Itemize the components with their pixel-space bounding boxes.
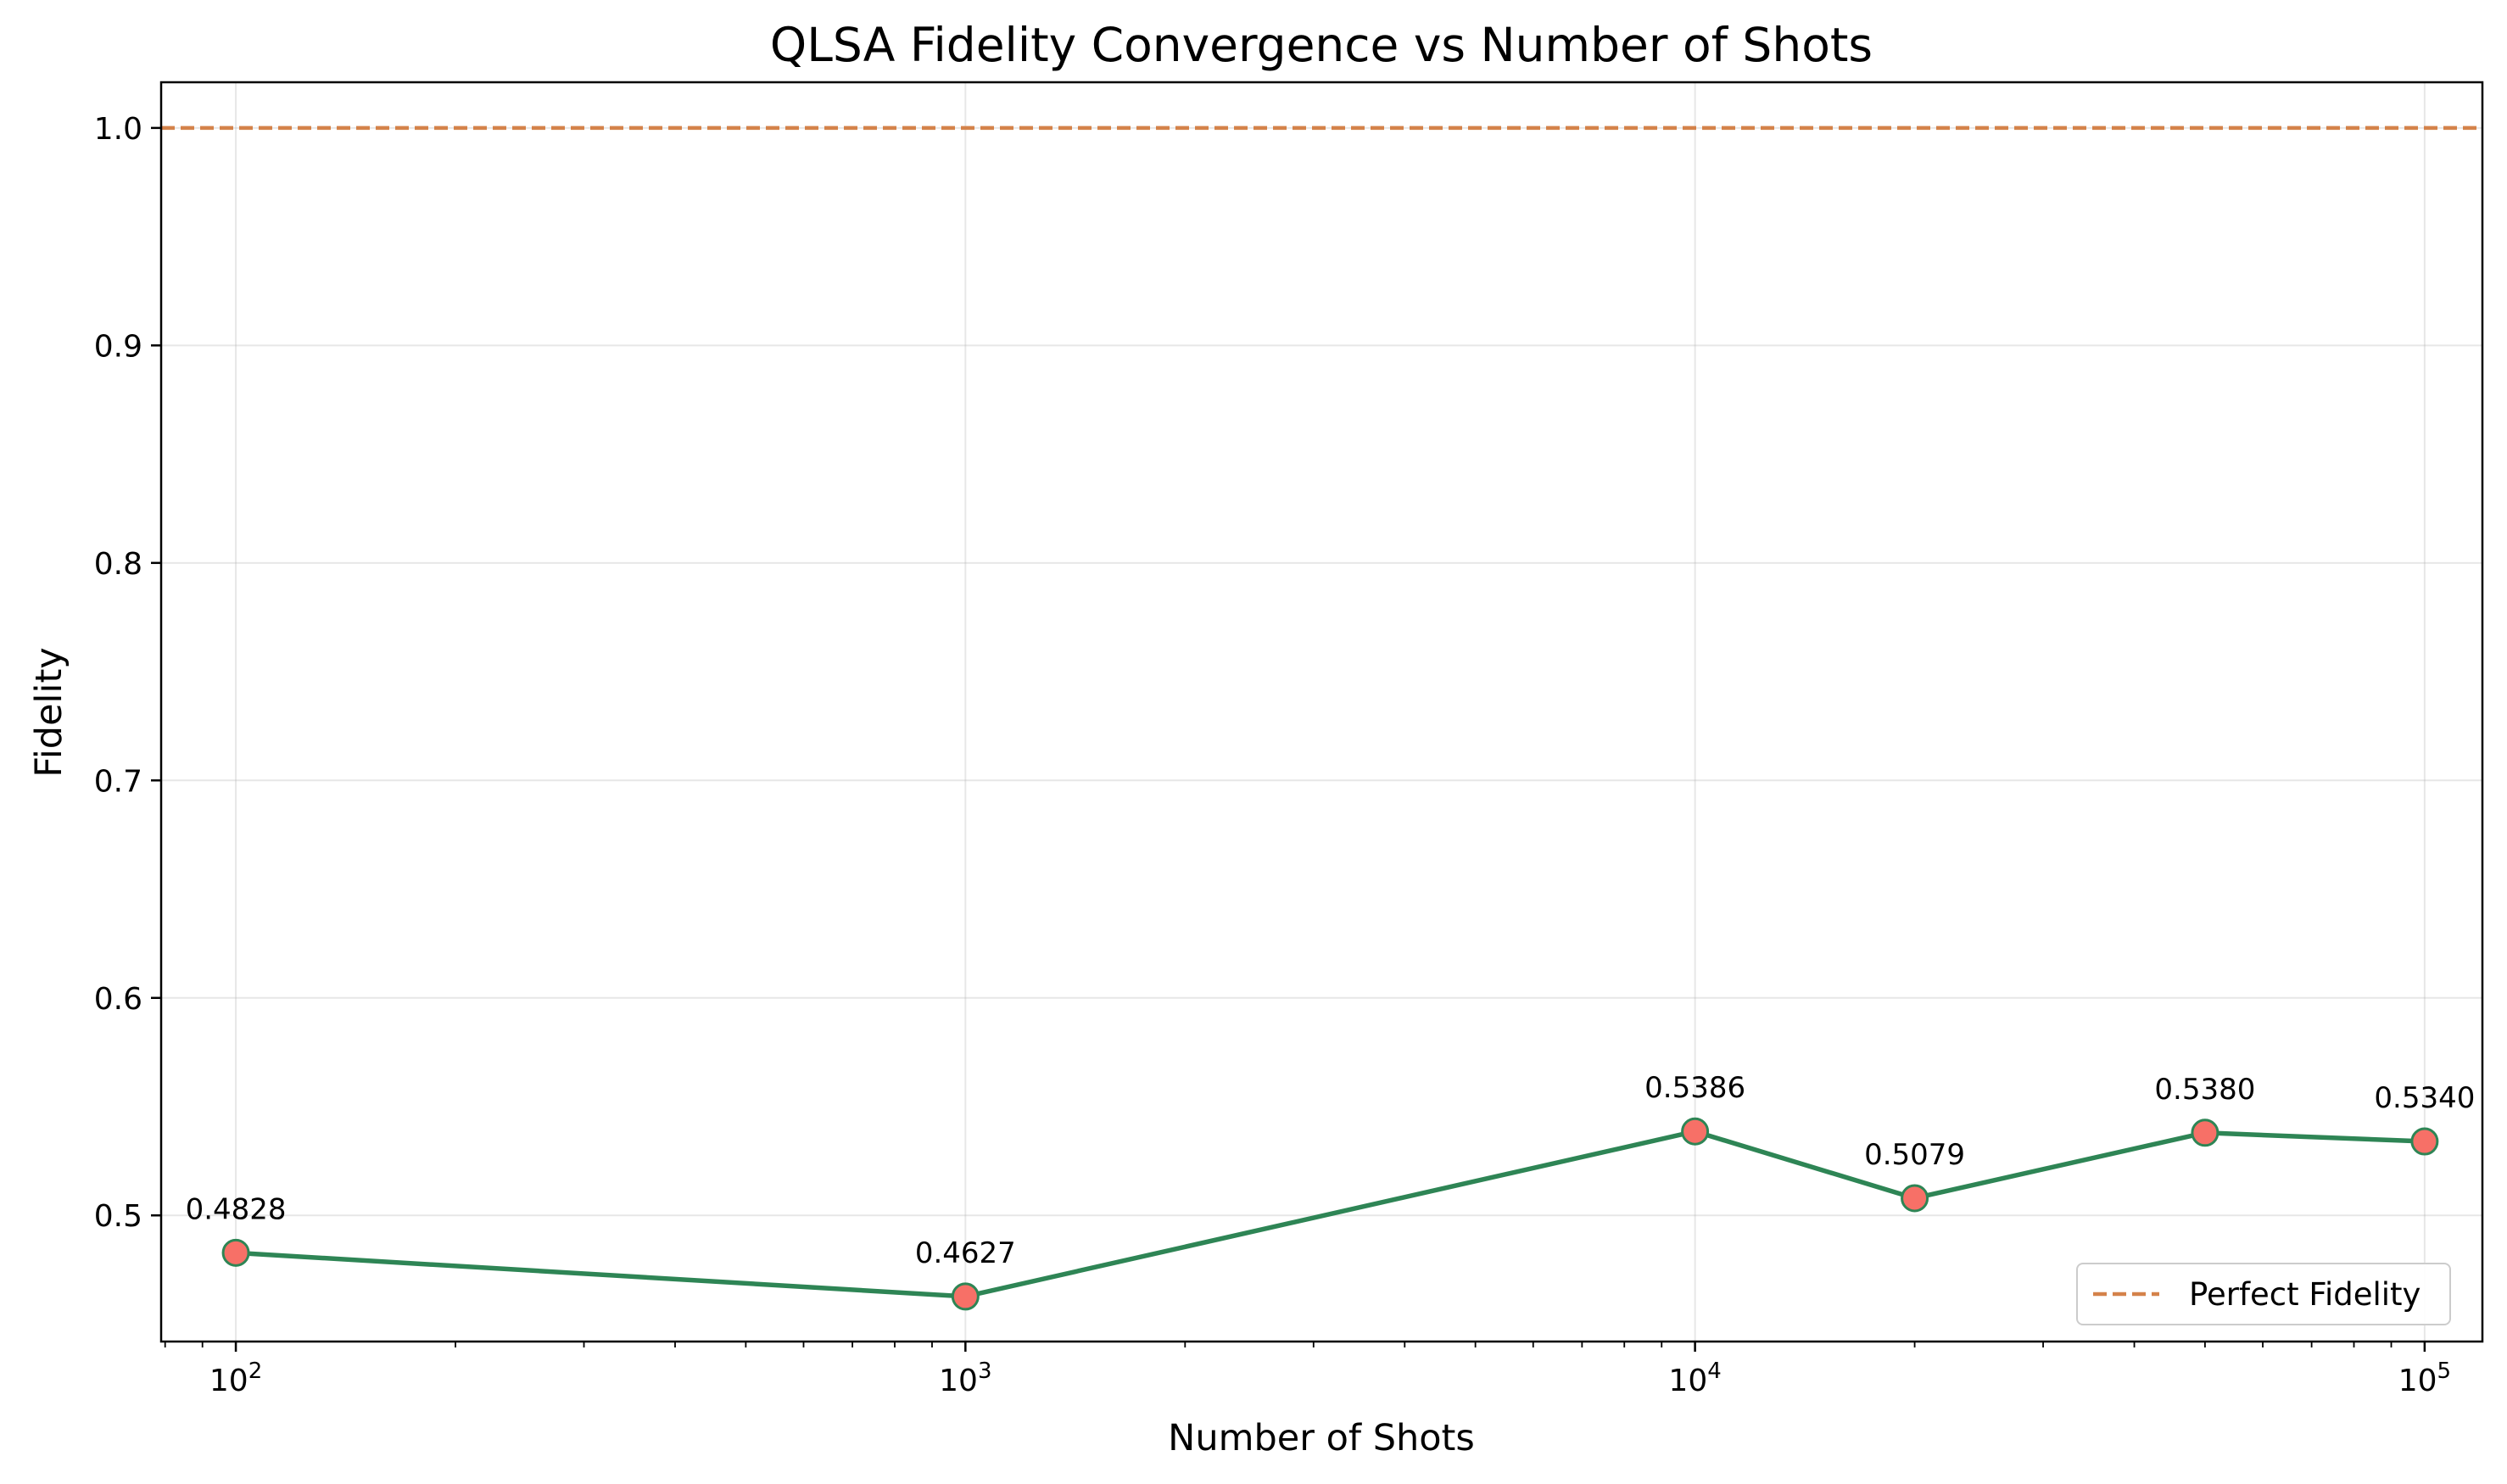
- data-label: 0.4627: [915, 1236, 1016, 1270]
- legend-label-perfect-fidelity: Perfect Fidelity: [2189, 1276, 2420, 1313]
- chart-title: QLSA Fidelity Convergence vs Number of S…: [770, 18, 1873, 72]
- x-axis-label: Number of Shots: [1168, 1417, 1475, 1459]
- legend: Perfect Fidelity: [2076, 1263, 2451, 1325]
- y-tick-label: 0.5: [94, 1199, 142, 1234]
- legend-box: [2076, 1263, 2451, 1325]
- data-label: 0.5380: [2154, 1073, 2255, 1107]
- x-tick-label: 104: [1668, 1358, 1721, 1398]
- y-axis-label: Fidelity: [28, 647, 70, 778]
- y-tick-label: 0.6: [94, 982, 142, 1017]
- y-tick-label: 0.9: [94, 329, 142, 364]
- data-label: 0.5386: [1644, 1071, 1745, 1105]
- data-label: 0.5340: [2374, 1081, 2475, 1115]
- data-point: [221, 1238, 250, 1267]
- data-point: [1901, 1184, 1929, 1213]
- data-point: [2410, 1127, 2439, 1156]
- x-tick-label: 105: [2398, 1358, 2451, 1398]
- plot-frame: [159, 81, 2484, 1343]
- y-tick-label: 0.7: [94, 764, 142, 799]
- data-label: 0.5079: [1864, 1138, 1965, 1172]
- data-label: 0.4828: [186, 1192, 287, 1226]
- y-tick-label: 0.8: [94, 547, 142, 582]
- series-line: [235, 1129, 2425, 1299]
- data-point: [2191, 1119, 2219, 1147]
- y-tick-label: 1.0: [94, 112, 142, 147]
- ticks: 0.5 0.6 0.7 0.8 0.9 1.0 102 103 104 105: [94, 112, 2451, 1398]
- data-point: [1681, 1117, 1710, 1146]
- x-tick-label: 103: [939, 1358, 991, 1398]
- data-point: [951, 1282, 980, 1311]
- series-layer: 0.4828 0.4627 0.5386 0.5079 0.5380 0.5340: [186, 1071, 2475, 1311]
- x-tick-label: 102: [209, 1358, 262, 1398]
